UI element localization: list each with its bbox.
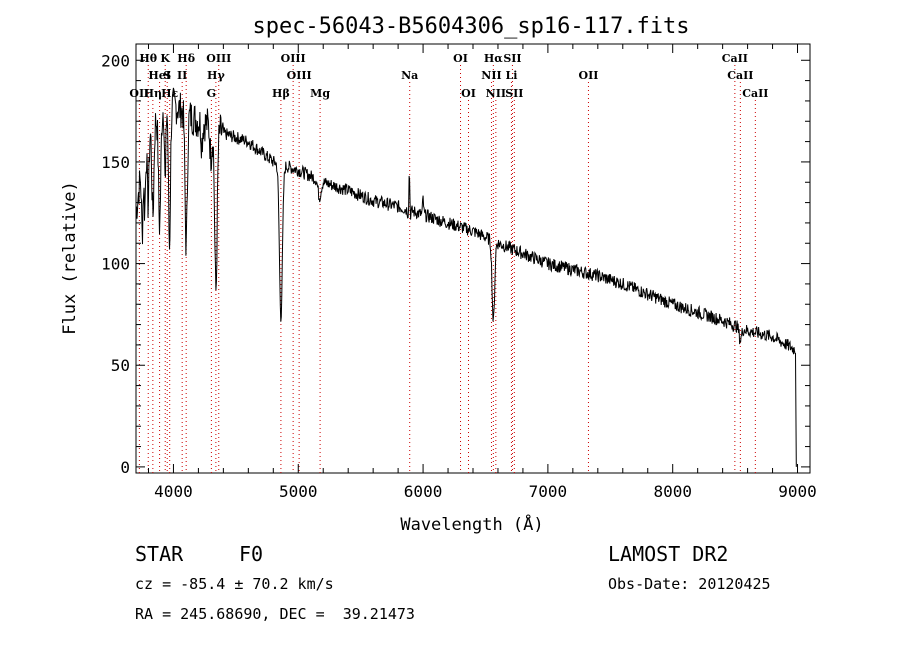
spectral-line-label: CaII: [742, 87, 768, 100]
spectral-line-label: Hη: [144, 87, 162, 100]
object-class: STAR: [135, 542, 184, 566]
spectral-line-label: OII: [579, 69, 599, 82]
spectral-line-label: OIII: [206, 52, 231, 65]
x-axis-label: Wavelength (Å): [400, 513, 543, 535]
x-tick-label: 5000: [279, 482, 318, 501]
observation-date: Obs-Date: 20120425: [608, 575, 771, 593]
x-tick-label: 7000: [529, 482, 568, 501]
y-tick-label: 200: [101, 51, 130, 70]
spectral-line-label: NII: [481, 69, 501, 82]
spectral-line-label: K: [160, 52, 170, 65]
spectral-line-label: Li: [505, 69, 517, 82]
y-axis-label: Flux (relative): [60, 181, 80, 335]
x-tick-label: 6000: [404, 482, 443, 501]
spectrum-line: [135, 87, 797, 467]
spectral-line-label: S: [163, 69, 171, 82]
spectral-line-label: Hθ: [139, 52, 157, 65]
sky-coordinates: RA = 245.68690, DEC = 39.21473: [135, 605, 415, 623]
y-tick-label: 0: [120, 458, 130, 477]
axis-ticks: 4000 5000 6000 7000 8000 9000 0 50 100 150 200: [101, 44, 817, 501]
spectral-line-label: OIII: [281, 52, 306, 65]
spectral-line-label: Hγ: [207, 69, 225, 82]
spectral-line-label: Na: [401, 69, 418, 82]
spectral-line-label: OI: [461, 87, 476, 100]
spectral-line-label: II: [177, 69, 187, 82]
plot-frame: [135, 43, 811, 474]
spectrum-plot: spec-56043-B5604306_sp16-117.fits Hθ K Hδ O…: [60, 14, 817, 535]
spectral-line-label: CaII: [722, 52, 748, 65]
x-tick-label: 9000: [778, 482, 817, 501]
object-subclass: F0: [239, 542, 264, 566]
spectral-line-label: Mg: [310, 87, 330, 100]
spectral-line-label: HeI: [148, 69, 171, 82]
y-tick-label: 150: [101, 153, 130, 172]
spectral-line-label: OI: [453, 52, 468, 65]
spectral-line-label: SII: [505, 87, 523, 100]
spectral-line-label: CaII: [727, 69, 753, 82]
spectral-line-label: Hε: [161, 87, 178, 100]
spectral-line-label: G: [207, 87, 216, 100]
redshift-velocity: cz = -85.4 ± 70.2 km/s: [135, 575, 334, 593]
spectral-line-label: SII: [503, 52, 521, 65]
spectral-line-label: Hβ: [272, 87, 290, 100]
spectral-line-label: Hδ: [177, 52, 195, 65]
x-tick-label: 4000: [154, 482, 193, 501]
x-tick-label: 8000: [653, 482, 692, 501]
survey-name: LAMOST DR2: [608, 542, 729, 566]
y-tick-label: 50: [111, 356, 130, 375]
spectral-line-label: NII: [486, 87, 506, 100]
spectral-line-label: OIII: [287, 69, 312, 82]
y-tick-label: 100: [101, 255, 130, 274]
chart-title: spec-56043-B5604306_sp16-117.fits: [252, 14, 689, 39]
spectral-line-label: Hα: [484, 52, 503, 65]
spectral-line-label: OII: [129, 87, 149, 100]
